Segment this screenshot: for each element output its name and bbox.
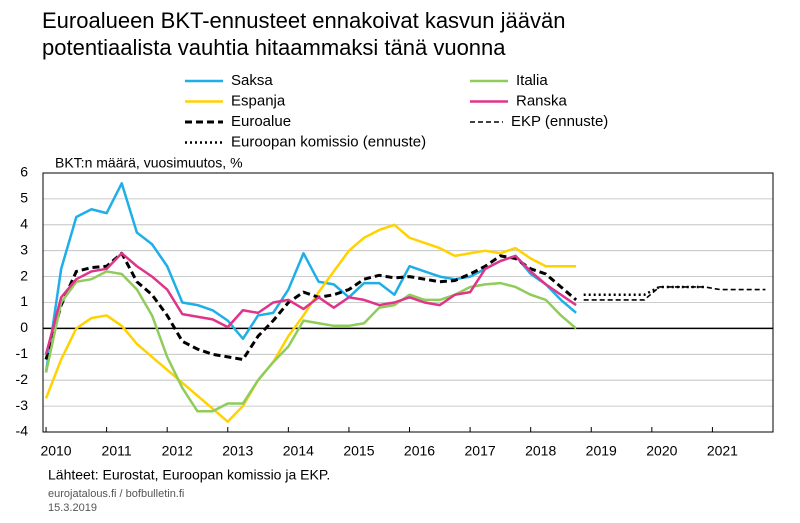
footnote: 15.3.2019 — [48, 502, 97, 514]
legend-label: Espanja — [231, 92, 286, 109]
y-tick-label: 1 — [20, 293, 28, 309]
x-tick-label: 2012 — [162, 443, 193, 459]
x-tick-label: 2011 — [102, 443, 132, 459]
x-tick-label: 2021 — [707, 443, 738, 459]
y-tick-label: 0 — [20, 319, 28, 335]
x-tick-label: 2017 — [465, 443, 496, 459]
series-line — [583, 285, 705, 296]
x-tick-label: 2010 — [40, 443, 71, 459]
legend-label: EKP (ennuste) — [511, 113, 608, 130]
series-line — [583, 286, 766, 301]
legend-label: Euroopan komissio (ennuste) — [231, 133, 426, 150]
legend-label: Ranska — [516, 92, 568, 109]
legend-label: Italia — [516, 72, 548, 89]
series-line — [44, 251, 578, 361]
y-tick-label: 3 — [20, 241, 28, 257]
series-line — [44, 223, 577, 423]
x-tick-label: 2016 — [404, 443, 435, 459]
legend-label: Saksa — [231, 72, 273, 89]
x-tick-label: 2019 — [586, 443, 617, 459]
y-axis-label: BKT:n määrä, vuosimuutos, % — [55, 155, 243, 171]
chart-title: potentiaalista vauhtia hitaammaksi tänä … — [42, 35, 506, 60]
x-tick-label: 2015 — [343, 443, 374, 459]
x-tick-label: 2013 — [222, 443, 253, 459]
x-tick-label: 2018 — [525, 443, 556, 459]
x-tick-label: 2014 — [283, 443, 314, 459]
y-tick-label: 5 — [20, 190, 28, 206]
legend-label: Euroalue — [231, 113, 291, 130]
series-line — [44, 252, 577, 355]
y-tick-label: -2 — [16, 371, 29, 387]
y-tick-label: 4 — [20, 216, 28, 232]
y-tick-label: -4 — [16, 423, 29, 439]
series-line — [44, 270, 577, 413]
footnote: eurojatalous.fi / bofbulletin.fi — [48, 488, 184, 500]
footnote: Lähteet: Eurostat, Euroopan komissio ja … — [48, 467, 330, 483]
y-tick-label: -3 — [16, 397, 29, 413]
plot-frame — [42, 172, 774, 433]
chart-title: Euroalueen BKT-ennusteet ennakoivat kasv… — [42, 8, 565, 33]
y-tick-label: -1 — [16, 345, 29, 361]
y-tick-label: 2 — [20, 267, 28, 283]
x-tick-label: 2020 — [646, 443, 677, 459]
y-tick-label: 6 — [20, 164, 28, 180]
